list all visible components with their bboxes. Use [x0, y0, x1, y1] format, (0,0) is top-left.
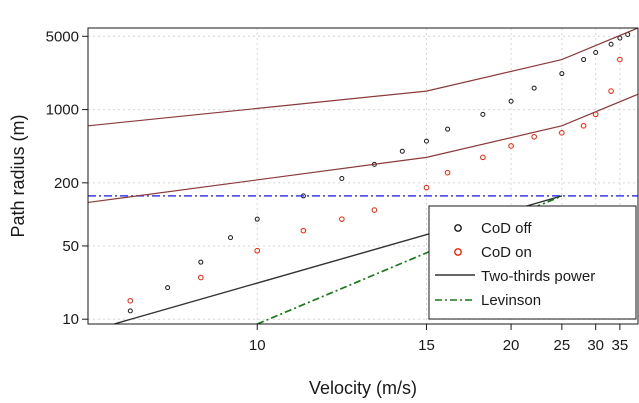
legend-label-two-thirds: Two-thirds power [481, 268, 595, 285]
x-tick-label: 10 [249, 337, 266, 354]
y-tick-label: 200 [54, 175, 79, 192]
scatter-point [300, 227, 307, 234]
scatter-point [198, 259, 204, 265]
x-tick-label: 15 [418, 337, 435, 354]
scatter-point [559, 71, 565, 77]
legend-marker-cod-off [454, 224, 462, 232]
scatter-point [593, 50, 599, 56]
scatter-point [617, 56, 623, 63]
scatter-point [399, 148, 405, 154]
y-tick-label: 5000 [46, 28, 79, 45]
scatter-point [228, 235, 234, 241]
y-tick-label: 50 [62, 238, 79, 255]
legend-box [428, 205, 637, 320]
y-axis-title: Path radius (m) [8, 114, 28, 237]
point-clouds [127, 32, 631, 314]
scatter-point [423, 184, 430, 191]
scatter-point [608, 88, 614, 94]
legend-label-cod-off: CoD off [481, 220, 532, 237]
reference-curve [88, 28, 638, 127]
scatter-point [531, 133, 537, 140]
y-axis: 10 50 200 1000 5000 [46, 28, 88, 328]
x-tick-label: 20 [503, 337, 520, 354]
scatter-point [445, 126, 451, 132]
scatter-point [480, 111, 486, 117]
x-axis-title: Velocity (m/s) [309, 378, 417, 398]
scatter-point [127, 297, 134, 304]
x-tick-label: 35 [612, 337, 629, 354]
scatter-point [581, 57, 587, 63]
scatter-point [480, 154, 486, 161]
scatter-point [165, 285, 171, 291]
scatter-point [508, 98, 514, 104]
scatter-point [531, 85, 537, 91]
y-tick-label: 10 [62, 311, 79, 328]
x-tick-label: 25 [554, 337, 571, 354]
scatter-point [339, 216, 345, 222]
scatter-point [508, 143, 514, 149]
scatter-point [444, 169, 451, 176]
scatter-point [608, 41, 614, 47]
x-tick-label: 30 [587, 337, 604, 354]
scatter-point [198, 274, 204, 281]
scatter-point [254, 216, 260, 222]
legend-label-levinson: Levinson [481, 292, 541, 309]
scatter-point [423, 138, 429, 144]
legend-label-cod-on: CoD on [481, 244, 532, 261]
scatter-point [580, 123, 587, 129]
scatter-point [371, 207, 378, 213]
scatter-point [254, 247, 261, 254]
scatter-point [127, 308, 133, 314]
plot-frame [87, 27, 639, 325]
reference-curve [88, 93, 638, 204]
scatter-point [339, 175, 345, 181]
x-axis: 10 15 20 25 30 35 [249, 324, 628, 354]
legend-marker-cod-on [454, 248, 462, 256]
legend: CoD off CoD on Two-thirds power Levinson [428, 205, 637, 320]
y-tick-label: 1000 [46, 102, 79, 119]
scatter-point [559, 130, 565, 136]
